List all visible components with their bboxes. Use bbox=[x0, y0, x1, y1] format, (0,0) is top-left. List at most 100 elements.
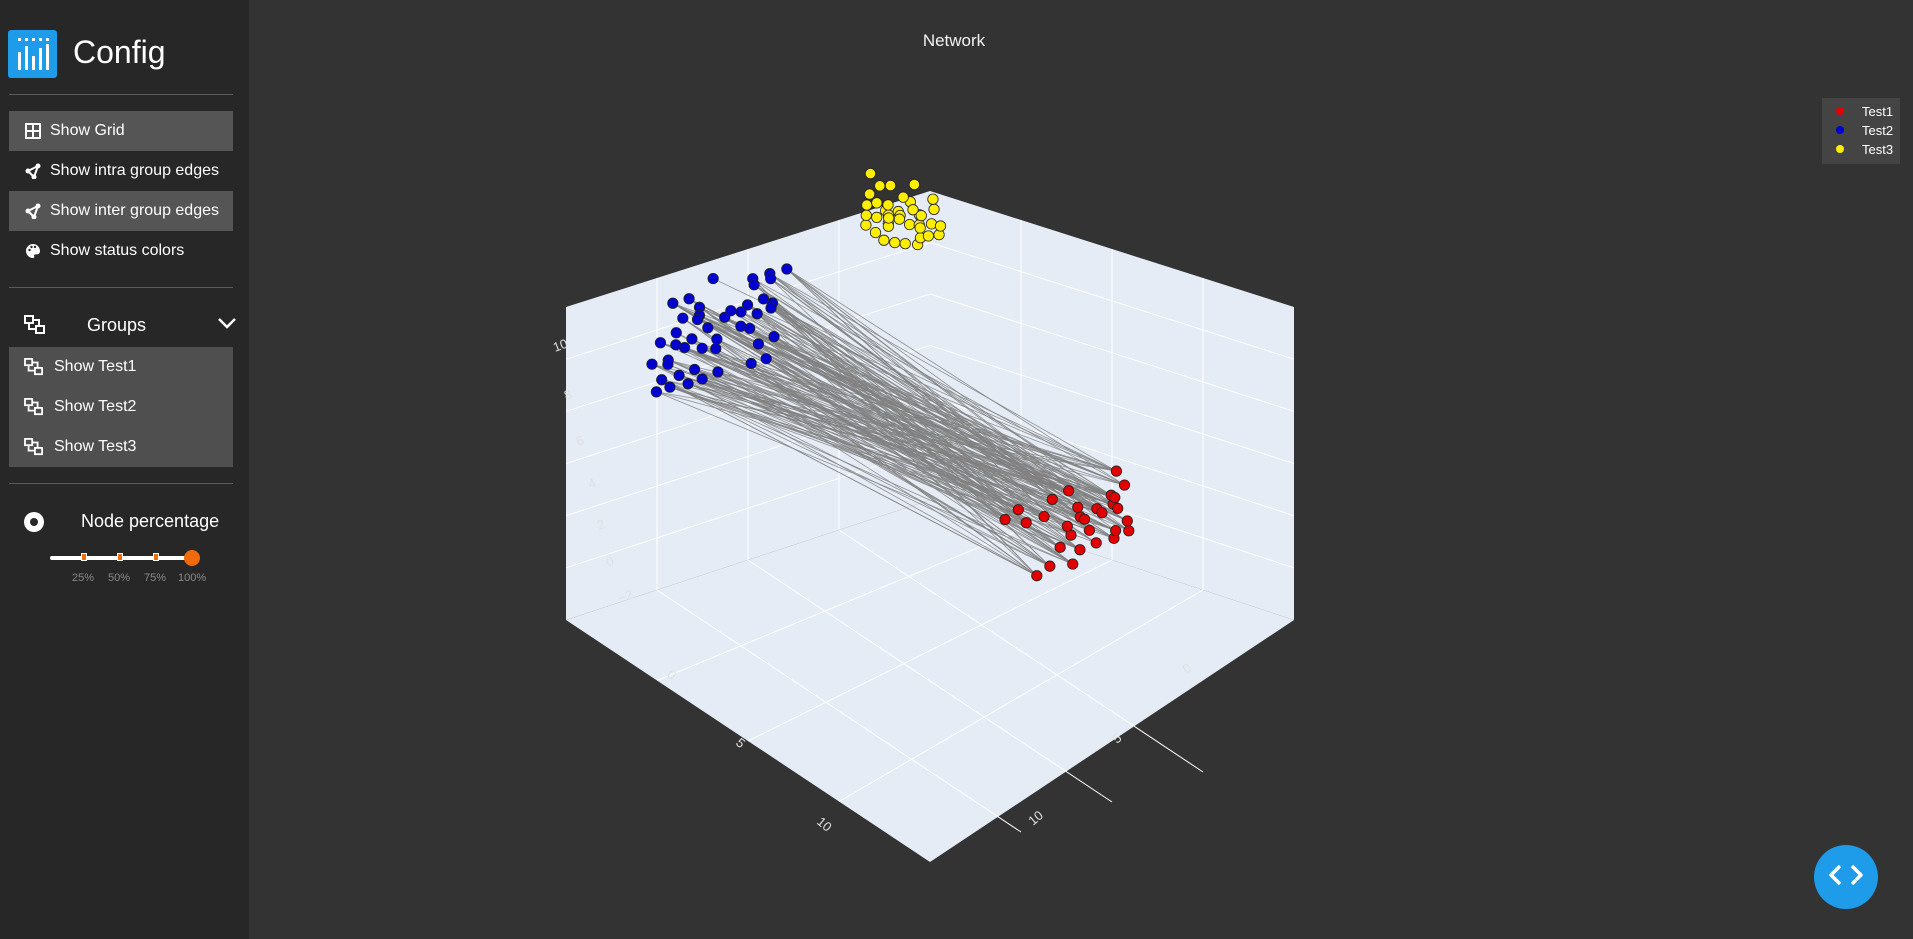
edge bbox=[699, 315, 1019, 511]
node-test2 bbox=[667, 297, 679, 309]
legend-label: Test2 bbox=[1862, 122, 1894, 138]
show-test1-item[interactable]: Show Test1 bbox=[9, 347, 233, 387]
node-test2 bbox=[696, 342, 708, 354]
share-icon bbox=[24, 162, 42, 180]
node-test1 bbox=[1074, 544, 1086, 556]
node-test3 bbox=[860, 209, 872, 221]
node-test1 bbox=[1054, 541, 1066, 553]
edge bbox=[770, 307, 1112, 496]
show-test2-item[interactable]: Show Test2 bbox=[9, 387, 233, 427]
node-test2 bbox=[751, 308, 763, 320]
edge bbox=[651, 363, 1019, 511]
show-test2-label: Show Test2 bbox=[54, 398, 137, 415]
main-area: 10 8 6 4 2 0 −2 0 5 10 0 5 10 Network bbox=[249, 0, 1913, 939]
legend-item-test3[interactable]: Test3 bbox=[1822, 141, 1893, 157]
node-test3 bbox=[871, 197, 883, 209]
divider bbox=[9, 287, 233, 288]
node-test2 bbox=[725, 305, 737, 317]
node-test1 bbox=[1109, 491, 1121, 504]
edge bbox=[758, 343, 1069, 492]
edge bbox=[751, 363, 1128, 522]
edge bbox=[684, 347, 1073, 565]
node-test2 bbox=[781, 263, 793, 275]
edge bbox=[656, 391, 1073, 565]
slider-tick bbox=[117, 553, 123, 561]
show-intra-group-edges-toggle[interactable]: Show intra group edges bbox=[9, 151, 233, 191]
z-tick-label: −2 bbox=[616, 587, 635, 606]
edge bbox=[758, 343, 1097, 510]
node-test1 bbox=[1067, 558, 1079, 570]
legend-marker bbox=[1836, 107, 1844, 115]
show-inter-group-edges-label: Show inter group edges bbox=[50, 202, 219, 219]
grid-line bbox=[929, 345, 1295, 464]
edge bbox=[769, 273, 1117, 472]
edge bbox=[651, 363, 1051, 567]
grid-icon bbox=[24, 122, 42, 140]
legend-item-test1[interactable]: Test1 bbox=[1822, 103, 1893, 119]
chart-title: Network bbox=[922, 31, 986, 50]
code-toggle-button[interactable] bbox=[1814, 845, 1878, 909]
legend-item-test2[interactable]: Test2 bbox=[1822, 122, 1893, 138]
node-test1 bbox=[1110, 465, 1122, 477]
groups-title: Groups bbox=[87, 315, 147, 335]
node-test2 bbox=[748, 279, 760, 291]
show-test3-item[interactable]: Show Test3 bbox=[9, 427, 233, 467]
node-test2 bbox=[656, 374, 668, 386]
slider-tick bbox=[81, 553, 87, 561]
node-test2 bbox=[745, 357, 757, 370]
edge bbox=[717, 371, 1038, 577]
edge bbox=[661, 379, 1117, 472]
node-percentage-title: Node percentage bbox=[81, 511, 220, 531]
slider-label: 100% bbox=[178, 572, 207, 584]
node-test1 bbox=[1046, 493, 1058, 505]
node-test1 bbox=[1083, 524, 1095, 536]
node-test2 bbox=[712, 366, 724, 378]
grid-line bbox=[565, 293, 931, 412]
edge bbox=[747, 304, 1072, 536]
node-test1 bbox=[1063, 485, 1075, 497]
group-icon bbox=[24, 358, 46, 376]
legend-label: Test3 bbox=[1862, 141, 1894, 157]
node-test2 bbox=[670, 327, 682, 339]
node-test3 bbox=[934, 220, 947, 232]
node-test2 bbox=[683, 293, 695, 305]
node-test2 bbox=[650, 386, 663, 398]
edge bbox=[730, 310, 1045, 517]
edge bbox=[786, 268, 1125, 486]
node-test3 bbox=[871, 211, 883, 223]
legend-marker bbox=[1836, 145, 1844, 153]
node-test1 bbox=[1118, 479, 1131, 491]
node-test3 bbox=[869, 226, 882, 239]
node-test3 bbox=[864, 167, 877, 180]
node-test3 bbox=[860, 219, 872, 231]
grid-line bbox=[747, 559, 1113, 803]
slider-tick bbox=[153, 553, 159, 561]
edge bbox=[669, 386, 1116, 531]
z-tick-label: 4 bbox=[586, 475, 598, 492]
y-tick-label: 10 bbox=[1025, 808, 1046, 829]
node-test2 bbox=[702, 322, 714, 334]
node-test2 bbox=[682, 378, 694, 390]
edge bbox=[699, 314, 1125, 486]
show-status-colors-toggle[interactable]: Show status colors bbox=[9, 231, 233, 271]
node-test2 bbox=[735, 320, 747, 332]
node-test3 bbox=[899, 238, 911, 250]
node-test1 bbox=[1031, 570, 1043, 582]
grid-line bbox=[747, 559, 1113, 742]
edge bbox=[702, 378, 1116, 531]
edge bbox=[694, 369, 1115, 498]
chevron-down-icon[interactable] bbox=[217, 316, 237, 335]
edge bbox=[699, 306, 1118, 509]
node-percentage-slider-thumb[interactable] bbox=[184, 550, 200, 566]
show-test1-label: Show Test1 bbox=[54, 358, 137, 375]
node-test2 bbox=[662, 358, 674, 370]
node-test2 bbox=[765, 273, 777, 285]
edge bbox=[661, 379, 1115, 498]
edge bbox=[661, 379, 1051, 567]
node-test3 bbox=[889, 237, 901, 249]
show-grid-toggle[interactable]: Show Grid bbox=[9, 111, 233, 151]
slider-label: 25% bbox=[72, 572, 95, 584]
show-inter-group-edges-toggle[interactable]: Show inter group edges bbox=[9, 191, 233, 231]
edge bbox=[668, 359, 1019, 511]
